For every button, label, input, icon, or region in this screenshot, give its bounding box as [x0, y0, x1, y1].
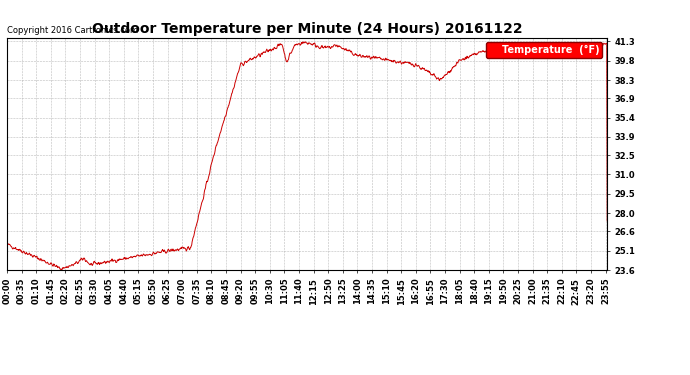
- Temperature  (°F): [204, 179, 212, 184]
- Temperature  (°F): [532, 44, 540, 48]
- Text: Copyright 2016 Cartronics.com: Copyright 2016 Cartronics.com: [7, 26, 138, 35]
- Temperature  (°F): [299, 40, 307, 44]
- Title: Outdoor Temperature per Minute (24 Hours) 20161122: Outdoor Temperature per Minute (24 Hours…: [92, 22, 522, 36]
- Temperature  (°F): [3, 268, 11, 272]
- Temperature  (°F): [479, 48, 487, 53]
- Temperature  (°F): [401, 59, 409, 64]
- Temperature  (°F): [136, 254, 144, 258]
- Legend: Temperature  (°F): Temperature (°F): [486, 42, 602, 58]
- Temperature  (°F): [121, 256, 130, 261]
- Temperature  (°F): [603, 219, 611, 223]
- Line: Temperature  (°F): Temperature (°F): [7, 42, 607, 270]
